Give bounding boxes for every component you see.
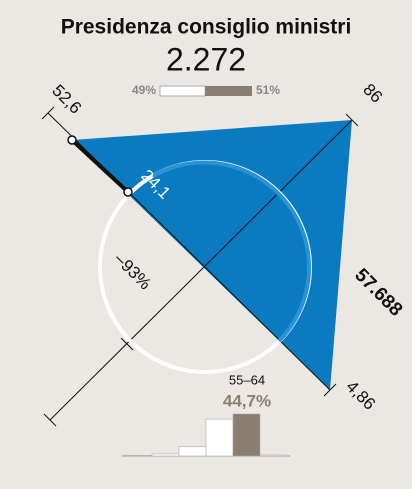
histogram-bar xyxy=(259,454,288,457)
dot xyxy=(67,135,77,145)
axis-tick xyxy=(41,106,55,120)
share-right-label: 51% xyxy=(256,83,280,97)
histogram-bar xyxy=(205,418,234,457)
axis-tick xyxy=(345,113,359,127)
age-group-value: 44,7% xyxy=(223,391,271,410)
share-left-label: 49% xyxy=(132,83,156,97)
title: Presidenza consiglio ministri xyxy=(61,16,352,39)
total: 2.272 xyxy=(166,41,246,77)
circle-arc xyxy=(151,160,312,343)
dot xyxy=(123,187,133,197)
axis-tick xyxy=(323,383,337,397)
axis xyxy=(49,119,353,421)
histogram-bar xyxy=(232,413,261,457)
histogram-bar xyxy=(151,453,180,457)
value-line xyxy=(70,138,130,194)
share-right xyxy=(205,86,252,96)
histogram-bar xyxy=(178,446,207,457)
axis-tick xyxy=(43,413,57,427)
age-group-label: 55–64 xyxy=(229,372,265,387)
axis-tick xyxy=(120,337,134,351)
share-left xyxy=(159,85,206,97)
shape xyxy=(72,120,352,390)
histogram-bar xyxy=(124,455,153,457)
